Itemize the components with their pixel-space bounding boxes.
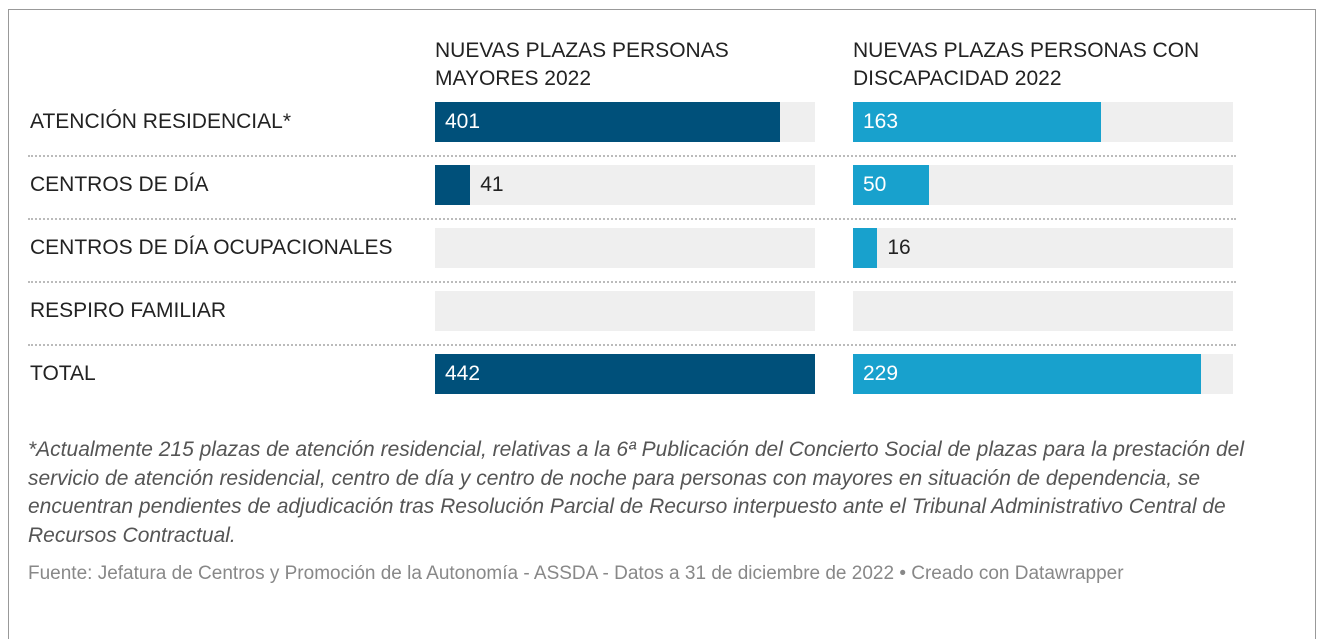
column-header: NUEVAS PLAZAS PERSONAS CON DISCAPACIDAD … xyxy=(853,39,1200,90)
row-label: CENTROS DE DÍA OCUPACIONALES xyxy=(30,236,393,259)
bar xyxy=(435,165,471,205)
row-separator xyxy=(28,218,1236,220)
value-label: 50 xyxy=(863,173,887,196)
bar-track xyxy=(435,291,815,331)
bar xyxy=(853,228,878,268)
row-label: TOTAL xyxy=(30,362,96,385)
bar xyxy=(853,165,929,205)
row-label: RESPIRO FAMILIAR xyxy=(30,299,227,322)
column-header: NUEVAS PLAZAS PERSONAS MAYORES 2022 xyxy=(435,39,729,90)
row-separator xyxy=(28,281,1236,283)
bar-track xyxy=(435,165,815,205)
bar-track xyxy=(853,291,1233,331)
bar xyxy=(853,102,1101,142)
bar-track xyxy=(435,228,815,268)
bar xyxy=(435,102,780,142)
value-label: 41 xyxy=(480,173,504,196)
row-label: CENTROS DE DÍA xyxy=(30,173,209,196)
row-separator xyxy=(28,155,1236,157)
bar xyxy=(435,354,815,394)
source: Fuente: Jefatura de Centros y Promoción … xyxy=(28,563,1124,584)
frame xyxy=(8,9,1316,639)
value-label: 442 xyxy=(445,362,481,385)
bar-track xyxy=(853,228,1233,268)
value-label: 401 xyxy=(445,110,481,133)
row-separator xyxy=(28,344,1236,346)
footnote: *Actualmente 215 plazas de atención resi… xyxy=(28,438,1244,547)
row-label: ATENCIÓN RESIDENCIAL* xyxy=(30,110,291,133)
value-label: 229 xyxy=(863,362,899,385)
bar xyxy=(853,354,1202,394)
value-label: 16 xyxy=(887,236,911,259)
value-label: 163 xyxy=(863,110,899,133)
